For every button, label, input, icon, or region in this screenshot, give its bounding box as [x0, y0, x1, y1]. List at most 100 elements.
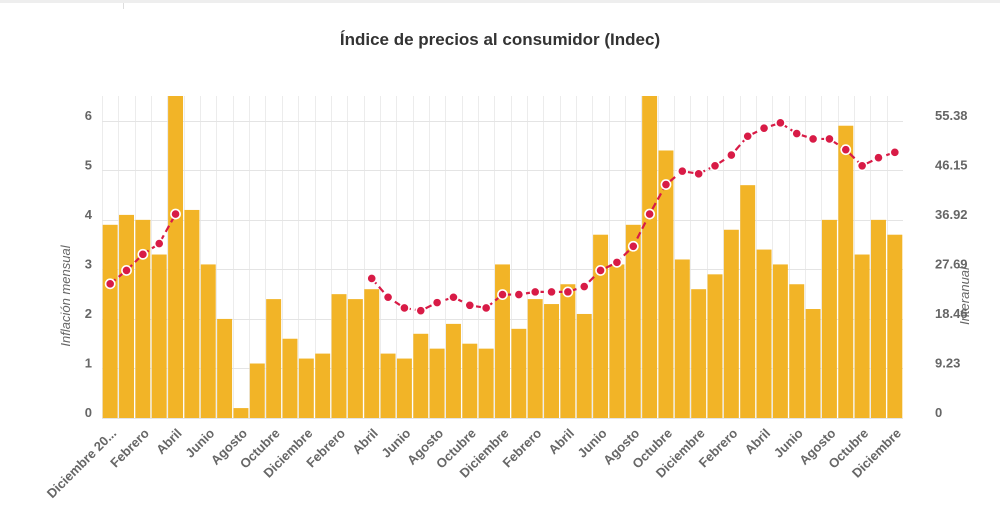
x-tick-label: Abril [742, 426, 774, 458]
line-point [840, 144, 852, 156]
line-point [464, 299, 476, 311]
bar [119, 214, 134, 418]
line-point [889, 146, 901, 158]
x-tick-label: Diciembre 20... [44, 426, 120, 502]
bar [249, 363, 265, 418]
line-point [529, 286, 541, 298]
bar [364, 289, 380, 418]
bar [527, 299, 543, 418]
y-axis-right: 0 9.23 18.46 27.69 36.92 46.15 55.38 [935, 108, 968, 420]
chart-title: Índice de precios al consumidor (Indec) [339, 30, 661, 49]
bar [168, 96, 184, 418]
bar [396, 358, 412, 418]
y-axis-left-title: Inflación mensual [58, 244, 73, 346]
line-point [104, 278, 116, 290]
bar [723, 229, 739, 418]
x-axis: Diciembre 20...Febrero AbrilJunioAgostoOc… [44, 425, 904, 501]
line-point [153, 238, 165, 249]
line-point [595, 265, 606, 276]
bar [674, 259, 690, 418]
line-point [709, 160, 721, 172]
bar [151, 254, 167, 418]
y-tick-label-right: 27.69 [935, 256, 968, 271]
line-point [676, 165, 688, 177]
bar [544, 304, 560, 418]
y-tick-label-left: 3 [85, 256, 92, 271]
line-point [578, 281, 590, 292]
line-point [611, 256, 623, 268]
bar [560, 284, 576, 418]
bar [102, 224, 118, 418]
points-group [104, 117, 901, 317]
line-point [497, 289, 508, 300]
bar [200, 264, 216, 418]
line-point [774, 117, 786, 129]
top-tick [123, 3, 124, 9]
top-rule [0, 0, 1000, 3]
line-point [431, 297, 443, 309]
bar [282, 338, 298, 418]
bar [707, 274, 723, 418]
line-point [415, 305, 427, 317]
bar [266, 299, 282, 418]
bar [217, 318, 233, 418]
x-tick-label: Abril [349, 426, 381, 458]
bar [347, 299, 363, 418]
line-point [824, 133, 835, 145]
line-point [758, 122, 770, 134]
y-tick-label-right: 9.23 [935, 355, 960, 370]
line-point [807, 133, 819, 145]
line-point [627, 240, 639, 252]
line-point [546, 286, 557, 298]
line-point [137, 248, 149, 260]
bar [495, 264, 510, 418]
bar [429, 348, 445, 418]
bar [593, 234, 609, 418]
x-tick-label: Abril [153, 426, 185, 458]
bar [887, 234, 903, 418]
line-point [121, 265, 132, 276]
bar [478, 348, 494, 418]
bar [609, 264, 625, 418]
line-point [382, 291, 394, 303]
y-tick-label-right: 18.46 [935, 306, 968, 321]
line-point [644, 208, 656, 220]
bars-group [102, 96, 903, 418]
y-tick-label-right: 46.15 [935, 157, 968, 172]
bar [772, 264, 788, 418]
bar [462, 343, 478, 418]
bar [576, 313, 592, 418]
y-tick-label-left: 4 [85, 207, 93, 222]
bar [445, 323, 461, 418]
y-tick-label-left: 2 [85, 306, 92, 321]
line-point [725, 149, 737, 161]
bar [691, 289, 707, 418]
y-axis-left: 0 1 2 3 4 5 6 [85, 108, 93, 420]
x-tick-label: Abril [545, 426, 577, 458]
y-tick-label-right: 55.38 [935, 108, 968, 123]
bar [740, 185, 756, 418]
line-point [480, 302, 492, 314]
bar [413, 333, 429, 418]
bar [789, 284, 805, 418]
line-point [513, 289, 525, 300]
bar [625, 224, 641, 418]
bar [805, 309, 821, 418]
line-point [660, 179, 672, 190]
line-point [366, 273, 378, 284]
y-tick-label-left: 0 [85, 405, 92, 420]
bar [756, 249, 772, 418]
bar [642, 96, 658, 418]
y-tick-label-right: 36.92 [935, 207, 968, 222]
y-axis-right-title: Interanual [957, 266, 972, 325]
line-point [448, 291, 459, 303]
y-tick-label-left: 1 [85, 355, 92, 370]
line-point [399, 302, 410, 314]
bar [658, 150, 674, 418]
bar [331, 294, 347, 418]
bar [854, 254, 870, 418]
line-point [742, 130, 754, 142]
bar [315, 353, 331, 418]
y-tick-label-left: 5 [85, 157, 92, 172]
